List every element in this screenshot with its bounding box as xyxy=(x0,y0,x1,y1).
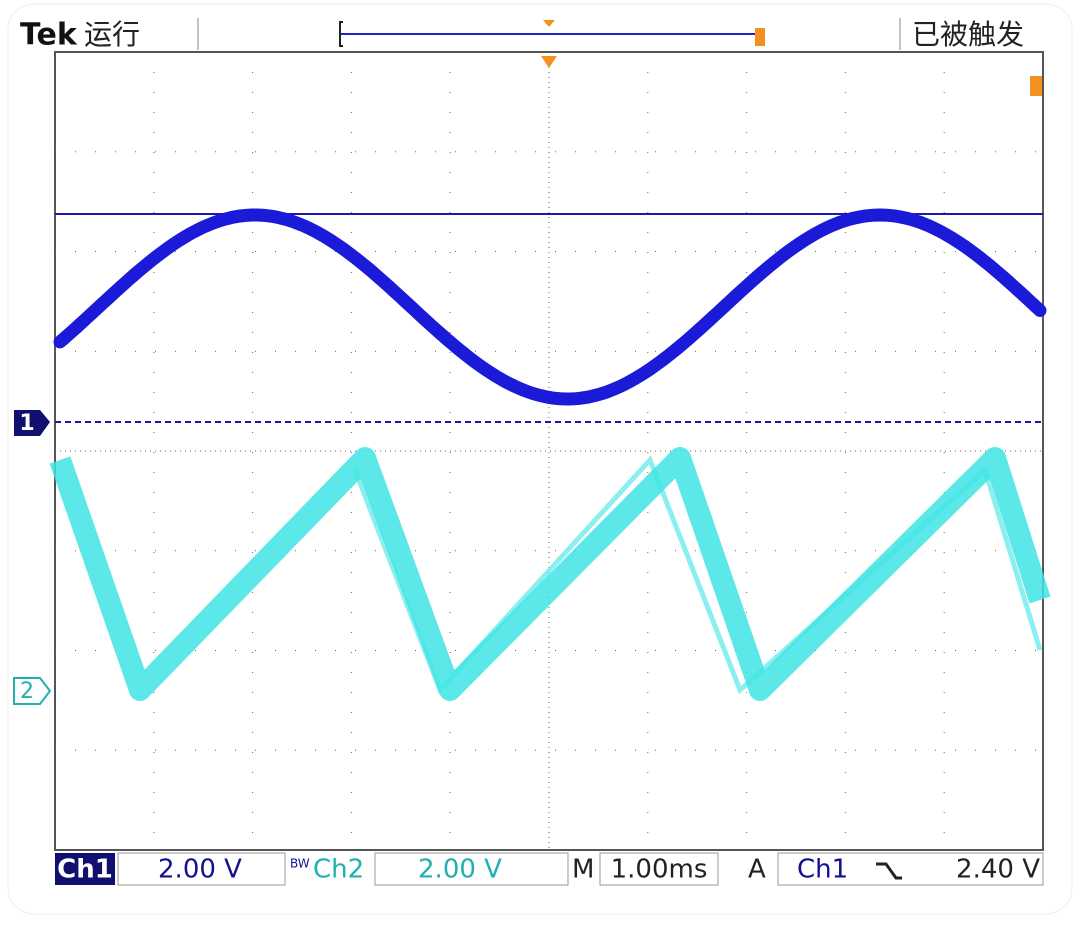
ch2-marker-box xyxy=(13,677,52,705)
ch2-jitter xyxy=(352,455,1043,695)
ch1-label: Ch1 xyxy=(57,855,113,885)
trigger-state: 已被触发 xyxy=(912,18,1024,51)
record-bracket xyxy=(339,21,343,47)
ch1-scale-box xyxy=(117,852,286,886)
ch2-scale: 2.00 V xyxy=(418,855,502,885)
ch2-marker: 2 xyxy=(20,679,34,704)
trigger-label: A xyxy=(748,855,766,885)
time-scale-box xyxy=(599,852,719,886)
ch1-label-box xyxy=(55,853,115,885)
falling-edge-icon xyxy=(876,862,902,880)
graticule xyxy=(54,51,1044,851)
ch2-scale-box xyxy=(374,852,569,886)
ch1-marker-box xyxy=(14,410,50,436)
ch2-label: Ch2 xyxy=(313,855,364,885)
trigger-source: Ch1 xyxy=(797,855,848,885)
time-label: M xyxy=(572,855,594,885)
bw-flag: BW xyxy=(290,857,310,871)
trigger-pos xyxy=(543,20,555,27)
time-scale: 1.00ms xyxy=(611,855,708,885)
ch1-marker: 1 xyxy=(19,411,34,436)
trigger-marker xyxy=(541,56,557,68)
ch1-waveform xyxy=(53,208,1047,406)
graticule-frame xyxy=(54,51,1044,851)
trigger-level: 2.40 V xyxy=(956,855,1040,885)
status-bar: Ch1 2.00 V BW Ch2 2.00 V M 1.00ms A Ch1 … xyxy=(55,852,1044,886)
run-state: 运行 xyxy=(84,18,140,51)
trigger-level-marker xyxy=(1030,76,1042,96)
brand: Tek xyxy=(20,18,78,53)
trigger-icon xyxy=(755,28,765,46)
ch1-scale: 2.00 V xyxy=(158,855,242,885)
trigger-box xyxy=(777,852,1044,886)
